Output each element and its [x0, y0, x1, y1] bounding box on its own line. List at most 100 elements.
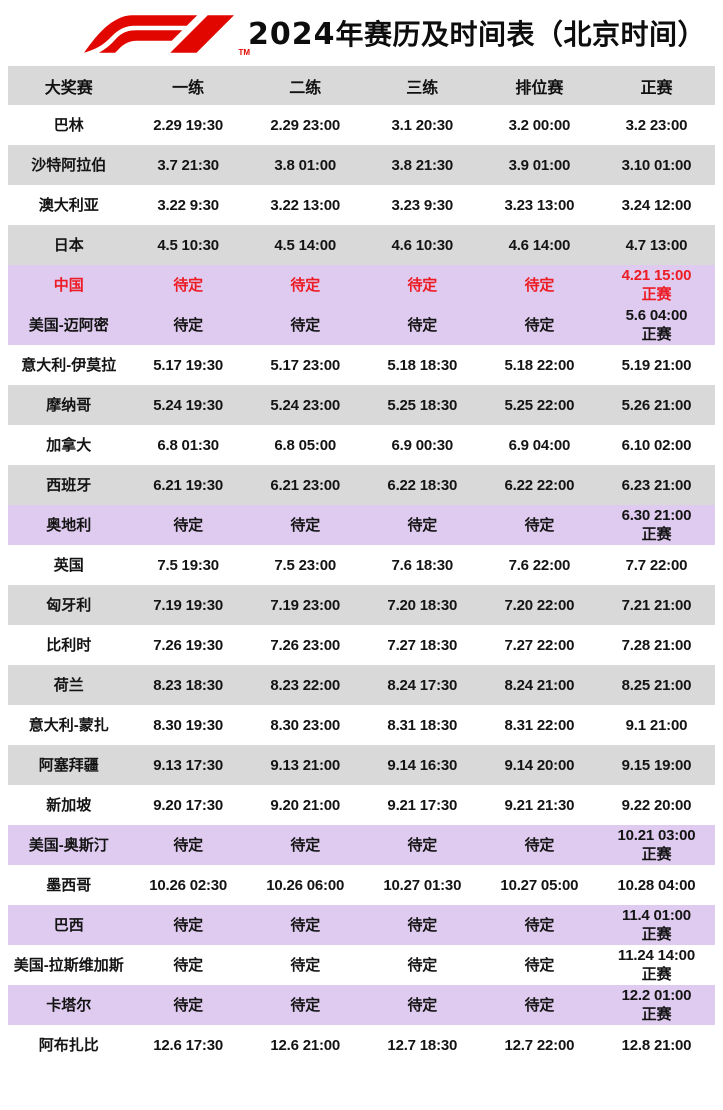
session-time: 6.10 02:00 — [597, 425, 715, 465]
session-time: 9.14 20:00 — [480, 745, 598, 785]
session-time: 9.13 21:00 — [246, 745, 364, 785]
race-name: 墨西哥 — [8, 865, 130, 905]
race-name: 巴西 — [8, 905, 130, 945]
session-time: 6.8 05:00 — [246, 425, 364, 465]
session-time: 待定 — [363, 825, 481, 865]
column-header-fp1: 一练 — [129, 66, 247, 105]
session-time: 7.20 22:00 — [480, 585, 598, 625]
session-time: 待定 — [363, 985, 481, 1025]
table-row: 日本 4.5 10:30 4.5 14:00 4.6 10:30 4.6 14:00 4.… — [8, 225, 715, 265]
session-time: 4.6 10:30 — [363, 225, 481, 265]
page-title: 2024年赛历及时间表（北京时间） — [248, 13, 706, 53]
session-time: 3.8 01:00 — [246, 145, 364, 185]
session-time: 7.5 19:30 — [129, 545, 247, 585]
session-time: 7.6 18:30 — [363, 545, 481, 585]
race-name: 阿布扎比 — [8, 1025, 130, 1065]
session-time: 3.23 13:00 — [480, 185, 598, 225]
session-time: 5.19 21:00 — [597, 345, 715, 385]
table-row: 加拿大 6.8 01:30 6.8 05:00 6.9 00:30 6.9 04:00 6… — [8, 425, 715, 465]
session-time: 7.7 22:00 — [597, 545, 715, 585]
column-header-fp3: 三练 — [363, 66, 481, 105]
session-time: 待定 — [246, 945, 364, 985]
session-time: 待定 — [129, 265, 247, 305]
session-time: 10.27 05:00 — [480, 865, 598, 905]
session-time: 9.20 17:30 — [129, 785, 247, 825]
session-time: 待定 — [363, 945, 481, 985]
race-name: 巴林 — [8, 105, 130, 145]
session-time: 6.23 21:00 — [597, 465, 715, 505]
session-time: 10.26 06:00 — [246, 865, 364, 905]
session-time: 待定 — [480, 305, 598, 345]
race-name: 阿塞拜疆 — [8, 745, 130, 785]
title-text: 年赛历及时间表（北京时间） — [335, 19, 707, 50]
session-time: 待定 — [363, 265, 481, 305]
session-time: 8.24 21:00 — [480, 665, 598, 705]
session-time: 3.22 13:00 — [246, 185, 364, 225]
session-time: 10.26 02:30 — [129, 865, 247, 905]
session-time: 7.6 22:00 — [480, 545, 598, 585]
session-time: 7.19 19:30 — [129, 585, 247, 625]
column-header-grand-prix: 大奖赛 — [8, 66, 130, 105]
schedule-table: 大奖赛 一练 二练 三练 排位赛 正赛 巴林 2.29 19:30 2.29 23:… — [8, 66, 715, 1065]
session-time: 3.2 23:00 — [597, 105, 715, 145]
session-time: 9.22 20:00 — [597, 785, 715, 825]
session-time: 待定 — [480, 265, 598, 305]
session-time: 待定 — [246, 305, 364, 345]
table-row: 卡塔尔 待定 待定 待定 待定 12.2 01:00 正赛 — [8, 985, 715, 1025]
session-time: 6.8 01:30 — [129, 425, 247, 465]
table-row: 奥地利 待定 待定 待定 待定 6.30 21:00 正赛 — [8, 505, 715, 545]
session-time: 待定 — [363, 505, 481, 545]
table-row: 中国 待定 待定 待定 待定 4.21 15:00 正赛 — [8, 265, 715, 305]
race-name: 美国-拉斯维加斯 — [8, 945, 130, 985]
table-row: 荷兰 8.23 18:30 8.23 22:00 8.24 17:30 8.24 21:… — [8, 665, 715, 705]
session-time: 4.5 10:30 — [129, 225, 247, 265]
table-row: 墨西哥 10.26 02:30 10.26 06:00 10.27 01:30 10.2… — [8, 865, 715, 905]
session-time: 待定 — [363, 905, 481, 945]
race-name: 比利时 — [8, 625, 130, 665]
session-time: 7.27 22:00 — [480, 625, 598, 665]
session-time: 7.28 21:00 — [597, 625, 715, 665]
table-row: 新加坡 9.20 17:30 9.20 21:00 9.21 17:30 9.21 21… — [8, 785, 715, 825]
trademark-label: TM — [238, 48, 250, 57]
session-time: 6.21 19:30 — [129, 465, 247, 505]
race-name: 西班牙 — [8, 465, 130, 505]
session-time: 5.18 18:30 — [363, 345, 481, 385]
session-time: 10.27 01:30 — [363, 865, 481, 905]
schedule-table-header: 大奖赛 一练 二练 三练 排位赛 正赛 — [8, 66, 715, 105]
session-time: 待定 — [246, 825, 364, 865]
race-name: 荷兰 — [8, 665, 130, 705]
table-row: 英国 7.5 19:30 7.5 23:00 7.6 18:30 7.6 22:00 7.… — [8, 545, 715, 585]
session-time: 3.23 9:30 — [363, 185, 481, 225]
session-time: 待定 — [246, 265, 364, 305]
session-time: 5.18 22:00 — [480, 345, 598, 385]
session-time: 6.22 22:00 — [480, 465, 598, 505]
session-time: 12.2 01:00 正赛 — [597, 985, 715, 1025]
race-name: 卡塔尔 — [8, 985, 130, 1025]
race-name: 奥地利 — [8, 505, 130, 545]
session-time: 待定 — [480, 945, 598, 985]
session-time: 4.21 15:00 正赛 — [597, 265, 715, 305]
session-time: 7.21 21:00 — [597, 585, 715, 625]
session-time: 6.22 18:30 — [363, 465, 481, 505]
session-time: 5.17 19:30 — [129, 345, 247, 385]
session-time: 待定 — [363, 305, 481, 345]
table-row: 沙特阿拉伯 3.7 21:30 3.8 01:00 3.8 21:30 3.9 01:0… — [8, 145, 715, 185]
session-time: 5.26 21:00 — [597, 385, 715, 425]
race-name: 日本 — [8, 225, 130, 265]
race-name: 匈牙利 — [8, 585, 130, 625]
session-time: 9.13 17:30 — [129, 745, 247, 785]
race-name: 意大利-伊莫拉 — [8, 345, 130, 385]
session-time: 12.6 21:00 — [246, 1025, 364, 1065]
race-name: 美国-奥斯汀 — [8, 825, 130, 865]
session-time: 8.31 22:00 — [480, 705, 598, 745]
race-name: 摩纳哥 — [8, 385, 130, 425]
session-time: 12.7 22:00 — [480, 1025, 598, 1065]
table-row: 阿塞拜疆 9.13 17:30 9.13 21:00 9.14 16:30 9.14 2… — [8, 745, 715, 785]
table-row: 意大利-伊莫拉 5.17 19:30 5.17 23:00 5.18 18:30 5.1… — [8, 345, 715, 385]
race-name: 沙特阿拉伯 — [8, 145, 130, 185]
session-time: 待定 — [129, 905, 247, 945]
session-time: 11.24 14:00 正赛 — [597, 945, 715, 985]
table-row: 澳大利亚 3.22 9:30 3.22 13:00 3.23 9:30 3.23 13:… — [8, 185, 715, 225]
race-name: 英国 — [8, 545, 130, 585]
session-time: 7.26 23:00 — [246, 625, 364, 665]
